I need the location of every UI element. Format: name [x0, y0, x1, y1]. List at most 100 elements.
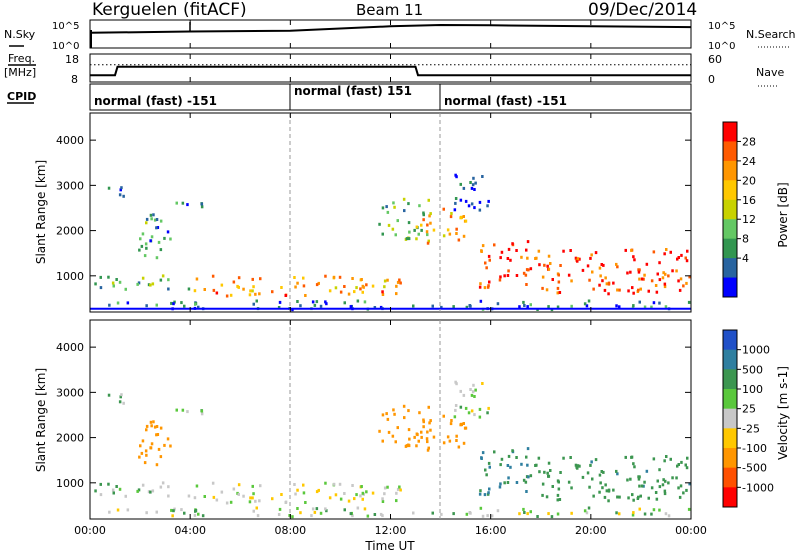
scatter-cell	[485, 266, 488, 270]
scatter-cell	[220, 283, 224, 287]
scatter-cell	[442, 441, 446, 445]
velocity-color-swatch	[723, 487, 737, 508]
scatter-cell	[658, 485, 662, 489]
scatter-cell	[425, 437, 429, 441]
scatter-cell	[667, 274, 670, 278]
scatter-cell	[363, 507, 367, 511]
scatter-cell	[302, 491, 306, 495]
power-colorbar-frame	[722, 121, 738, 298]
scatter-cell	[485, 473, 488, 477]
scatter-cell	[486, 411, 489, 415]
scatter-cell	[624, 455, 627, 459]
scatter-cell	[166, 230, 170, 234]
scatter-cell	[304, 501, 307, 504]
scatter-cell	[118, 280, 122, 284]
scatter-cell	[679, 277, 683, 281]
scatter-cell	[391, 227, 395, 231]
scatter-cell	[556, 286, 560, 290]
scatter-cell	[615, 304, 618, 308]
scatter-cell	[144, 449, 148, 453]
scatter-cell	[319, 511, 323, 515]
scatter-cell	[277, 306, 281, 309]
scatter-cell	[155, 218, 159, 221]
scatter-cell	[403, 209, 406, 213]
scatter-cell	[351, 514, 354, 518]
scatter-cell	[556, 305, 560, 309]
scatter-cell	[522, 478, 526, 482]
scatter-cell	[586, 471, 590, 475]
scatter-cell	[137, 488, 141, 492]
scatter-cell	[588, 278, 591, 282]
scatter-cell	[173, 300, 176, 304]
scatter-cell	[454, 201, 457, 205]
scatter-cell	[676, 257, 679, 261]
scatter-cell	[429, 428, 432, 432]
scatter-cell	[541, 286, 544, 290]
scatter-cell	[197, 305, 200, 309]
scatter-cell	[254, 292, 257, 296]
scatter-cell	[549, 469, 552, 472]
scatter-cell	[488, 487, 491, 491]
scatter-cell	[541, 275, 545, 279]
scatter-cell	[474, 388, 477, 392]
scatter-cell	[347, 499, 351, 503]
scatter-cell	[420, 228, 423, 232]
scatter-cell	[237, 285, 240, 289]
scatter-cell	[661, 483, 665, 487]
scatter-cell	[255, 299, 258, 303]
scatter-cell	[487, 491, 490, 495]
scatter-cell	[590, 460, 593, 464]
scatter-cell	[251, 277, 254, 281]
scatter-cell	[685, 281, 688, 285]
scatter-cell	[138, 455, 141, 459]
scatter-cell	[470, 409, 474, 413]
scatter-cell	[163, 443, 166, 447]
scatter-cell	[529, 303, 532, 307]
scatter-cell	[592, 494, 595, 498]
scatter-cell	[658, 468, 661, 472]
scatter-cell	[529, 267, 533, 271]
scatter-cell	[229, 293, 233, 297]
scatter-cell	[522, 271, 526, 275]
scatter-cell	[581, 268, 585, 272]
scatter-cell	[632, 498, 635, 502]
scatter-cell	[599, 481, 602, 485]
scatter-cell	[677, 256, 680, 259]
scatter-cell	[592, 287, 595, 291]
scatter-cell	[526, 240, 530, 244]
scatter-cell	[642, 484, 645, 488]
scatter-cell	[663, 285, 667, 289]
scatter-cell	[462, 393, 466, 397]
scatter-cell	[652, 457, 656, 461]
scatter-cell	[465, 305, 469, 309]
scatter-cell	[99, 493, 103, 497]
scatter-cell	[677, 279, 680, 283]
power-colorbar-label: 8	[742, 233, 749, 246]
scatter-cell	[526, 305, 529, 309]
scatter-cell	[150, 217, 153, 221]
scatter-cell	[499, 482, 502, 486]
scatter-cell	[483, 493, 487, 497]
scatter-cell	[252, 285, 255, 289]
scatter-cell	[576, 466, 579, 470]
scatter-cell	[296, 300, 299, 303]
scatter-cell	[399, 488, 402, 492]
power-colorbar-label: 16	[742, 194, 756, 207]
scatter-cell	[299, 511, 302, 515]
scatter-cell	[483, 286, 487, 290]
scatter-cell	[426, 233, 429, 237]
scatter-cell	[299, 304, 302, 308]
scatter-cell	[479, 506, 483, 510]
scatter-cell	[464, 199, 468, 203]
scatter-cell	[665, 248, 668, 251]
scatter-cell	[147, 490, 151, 494]
scatter-cell	[402, 404, 406, 408]
scatter-cell	[455, 227, 458, 231]
velocity-color-swatch	[723, 428, 737, 449]
scatter-cell	[470, 186, 474, 190]
scatter-cell	[107, 482, 110, 486]
scatter-cell	[124, 287, 127, 291]
scatter-cell	[155, 433, 158, 437]
scatter-cell	[500, 250, 504, 254]
